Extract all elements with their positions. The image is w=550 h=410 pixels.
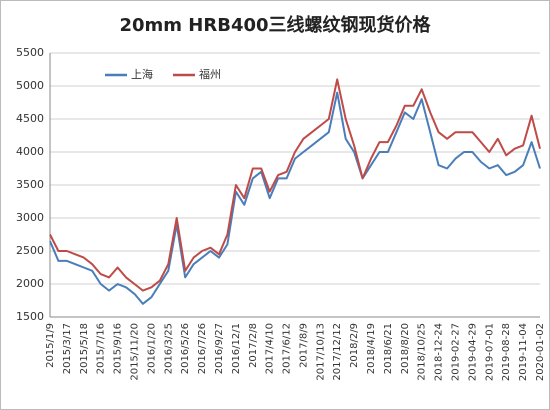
x-tick-label: 2017/10/13: [315, 323, 326, 381]
legend-label: 福州: [199, 67, 221, 81]
x-tick-label: 2019-07-01: [484, 323, 495, 381]
x-tick-label: 2016/1/20: [146, 323, 157, 374]
x-tick-label: 2015/5/18: [79, 323, 90, 374]
x-tick-label: 2019-11-04: [518, 323, 529, 381]
x-tick-label: 2018/2/9: [349, 323, 360, 368]
series-line: [49, 91, 541, 305]
x-tick-label: 2018/10/25: [417, 323, 428, 381]
legend-label: 上海: [131, 67, 153, 81]
x-tick-label: 2017/12/12: [332, 323, 343, 381]
y-tick-label: 4500: [16, 112, 44, 125]
x-tick-label: 2015/3/17: [62, 323, 73, 374]
y-tick-label: 2500: [16, 244, 44, 257]
x-tick-label: 2018/8/20: [400, 323, 411, 374]
x-tick-label: 2015/7/16: [96, 323, 107, 374]
x-tick-label: 2015/9/16: [113, 323, 124, 374]
x-tick-label: 2016/3/25: [163, 323, 174, 374]
y-tick-label: 3500: [16, 178, 44, 191]
y-tick-label: 3000: [16, 211, 44, 224]
x-tick-label: 2016/9/27: [214, 323, 225, 374]
x-tick-label: 2018-12-24: [434, 323, 445, 381]
x-tick-label: 2016/12/1: [231, 323, 242, 374]
y-tick-label: 1500: [16, 310, 44, 323]
y-tick-label: 4000: [16, 145, 44, 158]
y-tick-label: 5500: [16, 46, 44, 59]
series-line: [49, 78, 541, 292]
x-tick-label: 2015/1/9: [45, 323, 56, 368]
x-tick-label: 2016/5/26: [180, 323, 191, 374]
x-tick-label: 2017/8/9: [298, 323, 309, 368]
x-tick-label: 2020-01-02: [535, 323, 546, 381]
chart-title: 20mm HRB400三线螺纹钢现货价格: [119, 14, 431, 36]
x-tick-label: 2018/6/21: [383, 323, 394, 374]
x-tick-label: 2019-08-28: [501, 323, 512, 381]
y-tick-label: 5000: [16, 79, 44, 92]
x-tick-label: 2017/2/8: [248, 323, 259, 368]
x-tick-label: 2019-02-27: [451, 323, 462, 381]
x-tick-label: 2015/11/20: [129, 323, 140, 381]
x-tick-label: 2017/4/10: [265, 323, 276, 374]
x-tick-label: 2017/6/12: [282, 323, 293, 374]
x-tick-label: 2016/7/26: [197, 323, 208, 374]
x-tick-label: 2018/4/19: [366, 323, 377, 374]
y-tick-label: 2000: [16, 277, 44, 290]
x-tick-label: 2019-04-29: [467, 323, 478, 381]
